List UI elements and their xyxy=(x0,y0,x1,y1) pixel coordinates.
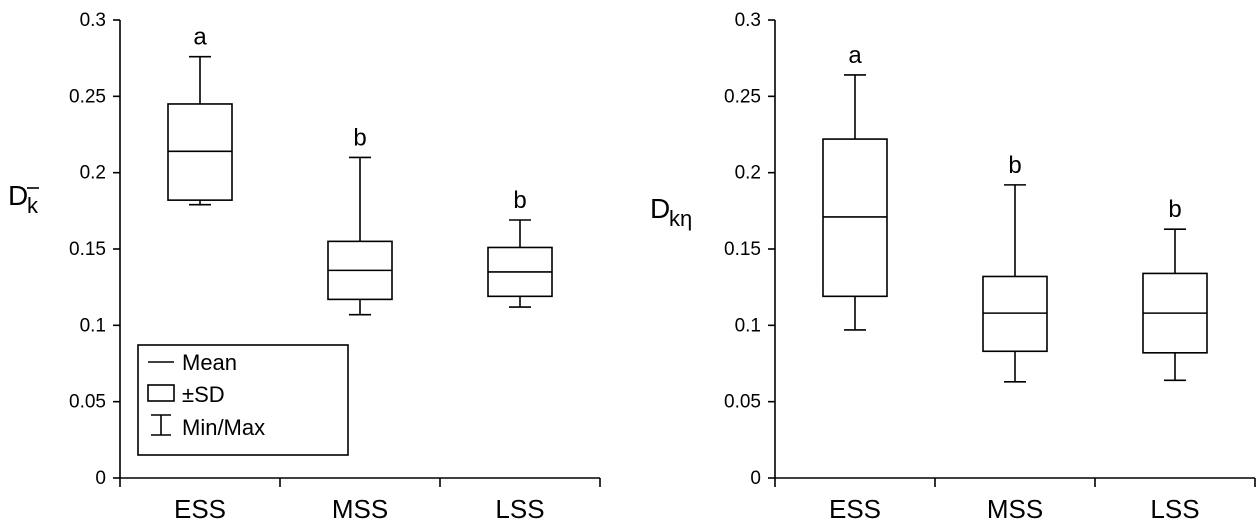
legend: Mean ±SD Min/Max xyxy=(137,344,349,456)
y-tick-label: 0.05 xyxy=(69,392,106,413)
x-category-label: ESS xyxy=(829,494,881,524)
y-tick-label: 0.3 xyxy=(735,10,761,31)
y-tick-label: 0 xyxy=(750,468,761,489)
legend-item-label: ±SD xyxy=(182,382,225,407)
significance-letter: a xyxy=(193,24,207,51)
y-tick-label: 0.25 xyxy=(69,86,106,107)
box-ess: a xyxy=(167,24,233,206)
legend-item-label: Min/Max xyxy=(182,415,265,440)
y-tick-label: 0.1 xyxy=(735,315,761,336)
box-ess: a xyxy=(822,42,888,331)
significance-letter: a xyxy=(848,42,862,69)
box-mss: b xyxy=(982,152,1048,383)
significance-letter: b xyxy=(353,124,366,151)
y-axis-label: D xyxy=(8,180,28,211)
x-category-label: MSS xyxy=(332,494,388,524)
box-mss: b xyxy=(327,124,393,316)
x-category-label: ESS xyxy=(174,494,226,524)
y-tick-label: 0.2 xyxy=(80,163,106,184)
y-tick-label: 0.15 xyxy=(69,239,106,260)
significance-letter: b xyxy=(513,187,526,214)
box-lss: b xyxy=(1142,196,1208,382)
y-axis-label: D xyxy=(650,193,670,224)
chart-panel-1: 0 0.05 0.1 0.15 0.2 0.25 0.3 ESS MSS LSS a b b Dk Mean… xyxy=(8,10,601,524)
legend-minmax-symbol xyxy=(151,414,171,436)
legend-item-label: Mean xyxy=(182,350,237,375)
x-category-label: LSS xyxy=(1150,494,1199,524)
significance-letter: b xyxy=(1008,152,1021,179)
y-tick-label: 0.05 xyxy=(724,392,761,413)
significance-letter: b xyxy=(1168,196,1181,223)
y-tick-label: 0.25 xyxy=(724,86,761,107)
y-tick-label: 0.1 xyxy=(80,315,106,336)
y-axis-label-subscript: kη xyxy=(669,206,692,231)
y-tick-label: 0.15 xyxy=(724,239,761,260)
box-lss: b xyxy=(487,187,553,308)
chart-panel-2: 0 0.05 0.1 0.15 0.2 0.25 0.3 ESS MSS LSS a b b Dkη xyxy=(650,10,1256,524)
x-category-label: MSS xyxy=(987,494,1043,524)
y-axis-label-subscript: k xyxy=(27,193,39,218)
y-tick-label: 0.3 xyxy=(80,10,106,31)
legend-sd-symbol xyxy=(147,384,175,402)
y-tick-label: 0 xyxy=(95,468,106,489)
y-tick-label: 0.2 xyxy=(735,163,761,184)
x-category-label: LSS xyxy=(495,494,544,524)
